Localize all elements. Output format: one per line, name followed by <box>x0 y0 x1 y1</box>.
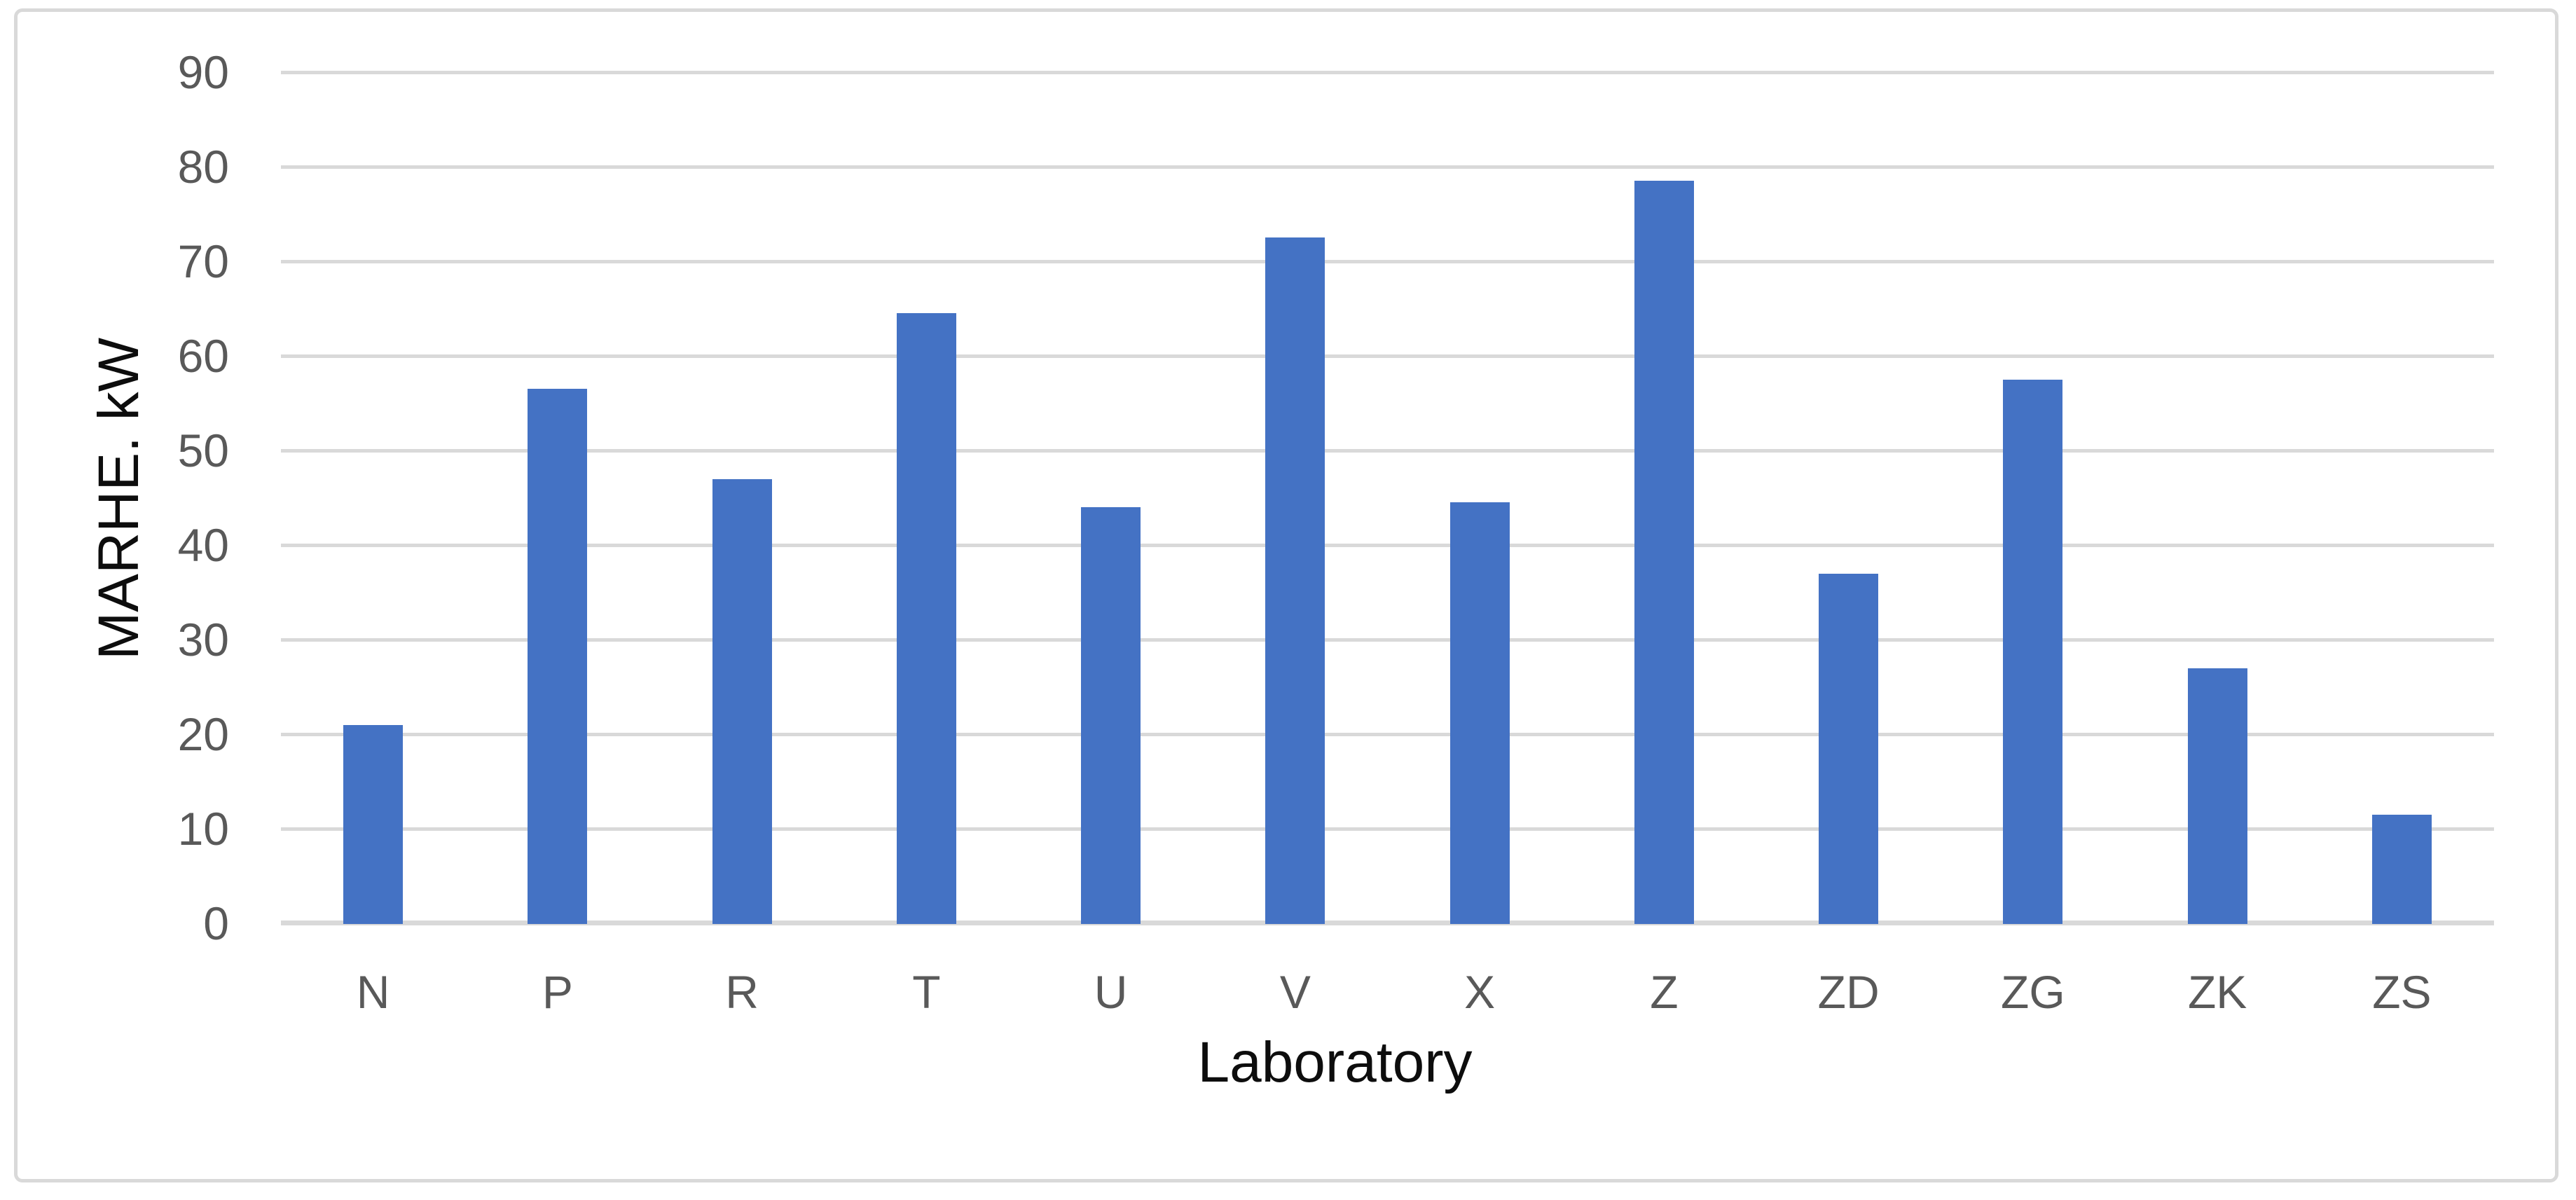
x-category-label-R: R <box>725 966 759 1018</box>
x-category-label-ZS: ZS <box>2372 966 2432 1018</box>
gridline-50 <box>281 448 2494 453</box>
x-axis-line <box>281 920 2494 925</box>
x-category-label-T: T <box>912 966 941 1018</box>
y-tick-label-0: 0 <box>203 897 229 949</box>
x-axis-title: Laboratory <box>1197 1030 1473 1094</box>
x-category-label-N: N <box>356 966 390 1018</box>
bar-X <box>1449 502 1510 924</box>
gridline-90 <box>281 70 2494 74</box>
y-axis-title: MARHE. kW <box>87 337 151 661</box>
bar-N <box>343 724 404 924</box>
y-tick-label-40: 40 <box>177 519 229 571</box>
gridline-20 <box>281 732 2494 736</box>
y-tick-label-70: 70 <box>177 235 229 287</box>
bar-Z <box>1634 181 1694 924</box>
x-category-label-ZK: ZK <box>2187 966 2247 1018</box>
gridline-40 <box>281 543 2494 547</box>
x-category-label-Z: Z <box>1650 966 1679 1018</box>
gridline-30 <box>281 637 2494 642</box>
gridline-60 <box>281 354 2494 358</box>
x-category-label-ZG: ZG <box>2001 966 2065 1018</box>
bar-V <box>1265 237 1325 924</box>
bar-P <box>528 389 588 924</box>
bar-ZG <box>2003 379 2063 924</box>
x-category-label-V: V <box>1279 966 1311 1018</box>
gridline-70 <box>281 259 2494 263</box>
bar-R <box>712 478 772 924</box>
bar-ZK <box>2187 668 2247 924</box>
y-tick-label-20: 20 <box>177 708 229 760</box>
x-category-label-X: X <box>1464 966 1496 1018</box>
y-tick-label-30: 30 <box>177 614 229 665</box>
bar-ZD <box>1819 573 1879 924</box>
x-category-label-P: P <box>542 966 573 1018</box>
bar-U <box>1081 507 1141 924</box>
y-tick-label-90: 90 <box>177 46 229 98</box>
bar-T <box>896 313 956 924</box>
y-tick-label-80: 80 <box>177 141 229 193</box>
gridline-10 <box>281 827 2494 831</box>
y-tick-label-50: 50 <box>177 425 229 476</box>
y-tick-label-10: 10 <box>177 803 229 855</box>
x-category-label-ZD: ZD <box>1817 966 1880 1018</box>
y-tick-label-60: 60 <box>177 330 229 382</box>
gridline-80 <box>281 165 2494 169</box>
x-category-label-U: U <box>1094 966 1128 1018</box>
bar-ZS <box>2371 814 2432 924</box>
